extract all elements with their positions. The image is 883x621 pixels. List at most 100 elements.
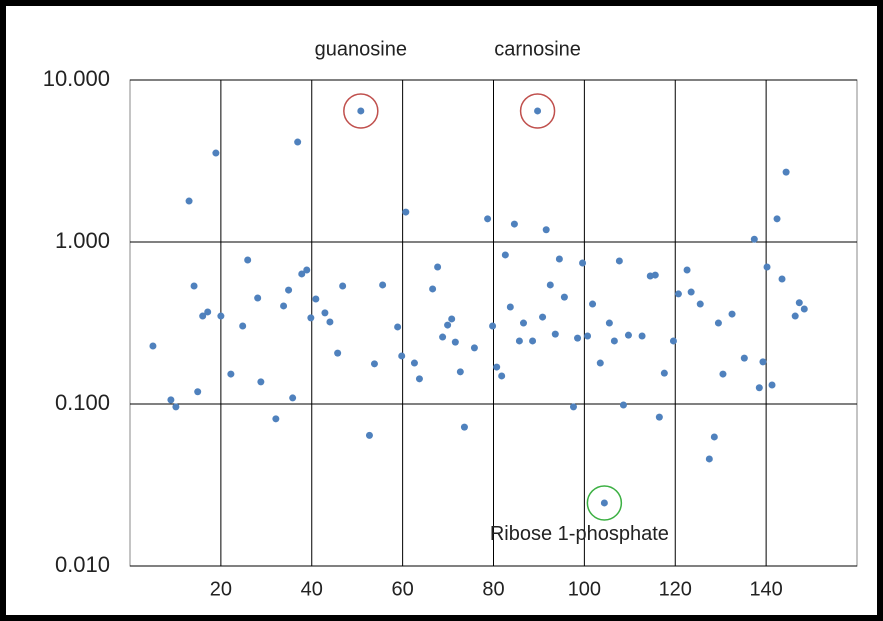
point [546,281,554,289]
point [795,299,803,307]
point [655,413,663,421]
point [750,235,758,243]
point [227,370,235,378]
point [239,322,247,330]
point [307,314,315,322]
point [257,378,265,386]
point [759,358,767,366]
point [217,312,225,320]
point [321,309,329,317]
point [167,396,175,404]
point [172,403,180,411]
point [312,295,320,303]
point [498,372,506,380]
point [212,149,220,157]
point [357,107,365,115]
point [303,266,311,274]
x-tick-label: 20 [210,578,232,600]
point [674,290,682,298]
point [254,294,262,302]
point [763,263,771,271]
y-tick-label: 1.000 [55,228,110,253]
point [470,344,478,352]
point [534,107,542,115]
point [596,359,604,367]
point [778,275,786,283]
point [506,303,514,311]
point [782,168,790,176]
point [484,215,492,223]
point [379,281,387,289]
point [439,333,447,341]
point [402,208,410,216]
y-tick-label: 10.000 [43,66,110,91]
point [456,368,464,376]
point [714,319,722,327]
annotation-circle [586,485,623,521]
point [294,138,302,146]
point [740,354,748,362]
point [600,499,608,507]
annotation-circle [519,93,556,129]
point [448,315,456,323]
point [190,282,198,290]
point [755,384,763,392]
point [615,257,623,265]
point [244,256,252,264]
point [199,312,207,320]
annotation-label: Ribose 1-phosphate [490,523,669,545]
point [149,342,157,350]
x-tick-label: 120 [659,578,692,600]
point [669,337,677,345]
point [555,255,563,263]
point [589,300,597,308]
point [605,319,613,327]
point [398,352,406,360]
point [542,226,550,234]
point [638,332,646,340]
point [370,360,378,368]
point [365,431,373,439]
point [394,323,402,331]
point [194,388,202,396]
point [584,332,592,340]
point [696,300,704,308]
point [515,337,523,345]
point [519,319,527,327]
point [326,318,334,326]
x-tick-label: 60 [392,578,414,600]
point [429,285,437,293]
point [185,197,193,205]
annotation-label: guanosine [315,38,407,60]
point [560,293,568,301]
point [415,375,423,383]
point [334,349,342,357]
point [539,313,547,321]
point [489,322,497,330]
point [705,455,713,463]
point [272,415,280,423]
x-tick-label: 100 [568,578,601,600]
point [800,305,808,313]
annotation-label: carnosine [494,38,581,60]
point [551,330,559,338]
point [687,288,695,296]
point [434,263,442,271]
point [660,369,668,377]
point [410,359,418,367]
point [493,363,501,371]
point [510,220,518,228]
y-tick-label: 0.010 [55,552,110,577]
annotation-circle [343,93,379,129]
point [683,266,691,274]
point [339,282,347,290]
point [280,302,288,310]
point [529,337,537,345]
point [768,381,776,389]
point [710,433,718,441]
point [619,401,627,409]
x-tick-label: 140 [749,578,782,600]
point [651,271,659,279]
